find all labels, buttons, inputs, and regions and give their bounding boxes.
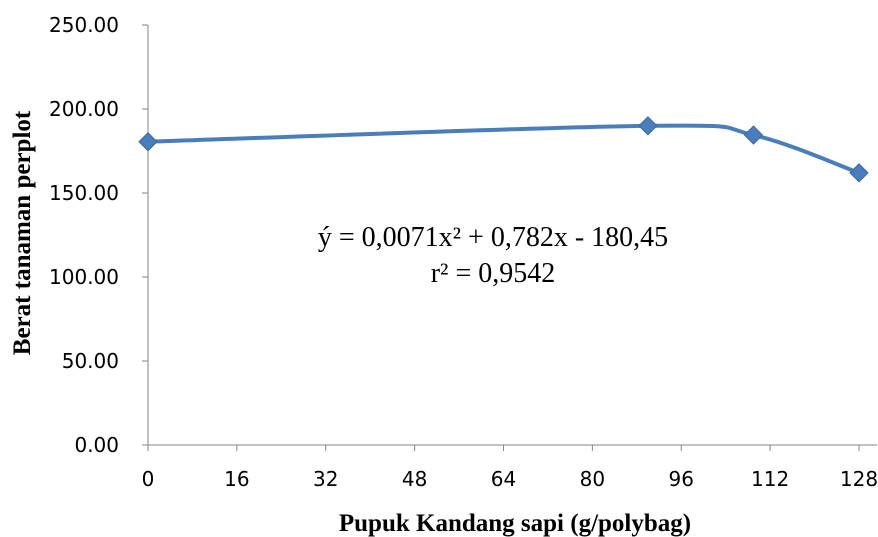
- x-tick-label: 48: [402, 467, 427, 491]
- y-tick-label: 0.00: [74, 433, 119, 457]
- y-tick-label: 200.00: [49, 97, 119, 121]
- data-point-marker: [638, 116, 658, 136]
- x-tick-label: 80: [580, 467, 605, 491]
- x-ticks: 0 16 32 48 64 80 96 112 128: [142, 445, 878, 491]
- x-axis-title: Pupuk Kandang sapi (g/polybag): [339, 510, 691, 537]
- x-tick-label: 32: [313, 467, 338, 491]
- series-line: [146, 123, 861, 175]
- data-point-marker: [138, 132, 158, 152]
- y-tick-label: 150.00: [49, 181, 119, 205]
- data-point-marker: [849, 163, 869, 183]
- x-tick-label: 16: [224, 467, 249, 491]
- y-axis-title: Berat tanaman perplot: [9, 110, 36, 355]
- y-tick-label: 100.00: [49, 265, 119, 289]
- y-ticks: 0.00 50.00 100.00 150.00 200.00 250.00: [49, 13, 148, 457]
- y-tick-label: 50.00: [62, 349, 119, 373]
- series-layer: [138, 116, 869, 183]
- y-tick-label: 250.00: [49, 13, 119, 37]
- x-tick-label: 128: [840, 467, 878, 491]
- equation-annotation: ý = 0,0071x² + 0,782x - 180,45: [318, 222, 668, 253]
- r-squared-annotation: r² = 0,9542: [431, 258, 556, 289]
- x-tick-label: 64: [491, 467, 516, 491]
- data-point-marker: [743, 125, 764, 145]
- x-axis: 0 16 32 48 64 80 96 112 128: [142, 444, 878, 491]
- x-tick-label: 96: [669, 467, 694, 491]
- y-axis: 0.00 50.00 100.00 150.00 200.00 250.00: [49, 13, 149, 457]
- x-tick-label: 0: [142, 467, 155, 491]
- x-tick-label: 112: [751, 467, 789, 491]
